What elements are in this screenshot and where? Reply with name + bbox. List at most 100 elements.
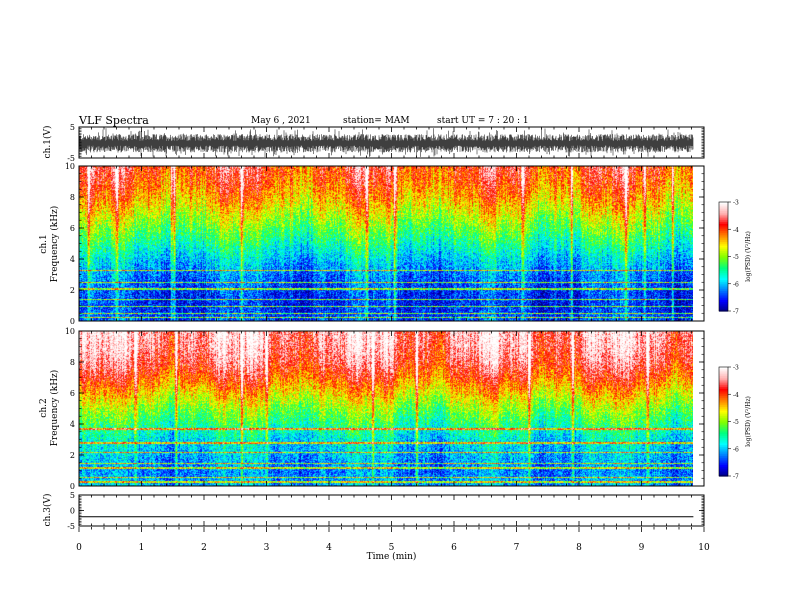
x-axis-label: Time (min) [367,551,417,562]
chart-title: VLF Spectra [79,114,149,127]
ch1-colorbar-swatch [719,251,728,254]
ch2-colorbar-tick-label: -3 [733,365,739,372]
ch1-colorbar-swatch [719,225,728,229]
x-tick-label: 1 [139,543,145,553]
ch2-colorbar-tick-label: -4 [733,392,739,399]
ch1-colorbar-swatch [719,209,728,212]
ch1-colorbar-tick-label: -7 [733,309,739,316]
ch1-colorbar-swatch [719,276,728,279]
ch2-colorbar-swatch [719,381,728,384]
ch1-colorbar-swatch [719,247,728,250]
ch1-spec-y-tick-label: 0 [70,317,75,326]
ch2-colorbar-swatch [719,474,728,477]
ch2-colorbar-swatch [719,385,728,388]
ch1-colorbar-swatch [719,283,728,287]
ch1-spec-y-tick-label: 4 [70,255,75,264]
ch2-colorbar-swatch [719,417,728,421]
ch1-colorbar-swatch [719,292,728,296]
ch1-wave-y-tick-label: -5 [67,154,75,163]
ch2-colorbar-swatch [719,367,728,370]
ch1-colorbar-swatch [719,234,728,238]
x-tick-label: 8 [576,543,582,553]
ch2-colorbar-swatch [719,432,728,435]
ch2-colorbar-swatch [719,370,728,374]
ch2-colorbar-swatch [719,437,728,441]
ch1-colorbar-swatch [719,260,728,263]
ch1-spec-y-tick-label: 6 [70,224,75,233]
ch1-colorbar-swatch [719,287,728,290]
ch2-colorbar-swatch [719,443,728,446]
ch1-colorbar-tick-label: -4 [733,227,739,234]
ch1-colorbar-swatch [719,281,728,285]
ch1-colorbar-swatch [719,267,728,270]
ch2-spec-y-tick-label: 2 [70,451,75,460]
x-tick-label: 0 [76,543,82,553]
ch1-colorbar-swatch [719,303,728,307]
ch2-colorbar-swatch [719,412,728,415]
ch1-colorbar-swatch [719,218,728,221]
ch1-colorbar-swatch [719,212,728,216]
ch2-colorbar-swatch [719,396,728,399]
x-tick-label: 9 [639,543,645,553]
ch1-colorbar-swatch [719,256,728,259]
ch2-colorbar-swatch [719,439,728,443]
ch2-colorbar-swatch [719,441,728,444]
ch1-colorbar-swatch [719,307,728,310]
ch2-colorbar-swatch [719,401,728,404]
ch3-wave-y-tick-label: 0 [70,507,75,516]
ch1-colorbar-swatch [719,269,728,272]
ch1-colorbar-swatch [719,227,728,230]
ch1-colorbar-swatch [719,301,728,305]
ch1-colorbar-swatch [719,243,728,247]
ch1-colorbar-swatch [719,221,728,225]
start-time-label: start UT = 7 : 20 : 1 [437,116,529,126]
ch1-colorbar-swatch [719,300,728,303]
ch2-colorbar-swatch [719,465,728,468]
ch1-colorbar-swatch [719,220,728,223]
ch1-waveform-trace [78,128,694,157]
ch2-colorbar-swatch [719,368,728,372]
ch2-colorbar-swatch [719,377,728,381]
ch2-colorbar-swatch [719,421,728,424]
ch2-spec-y-tick-label: 10 [65,327,75,336]
ch1-colorbar-swatch [719,272,728,276]
ch2-colorbar-swatch [719,445,728,448]
ch2-colorbar-swatch [719,430,728,433]
ch1-colorbar-swatch [719,298,728,301]
ch2-colorbar-swatch [719,386,728,390]
ch1-wave-y-tick-label: 5 [70,123,75,132]
ch1-colorbar-swatch [719,216,728,219]
ch1-wave-ylabel: ch.1(V) [42,126,53,159]
ch2-colorbar-swatch [719,425,728,428]
ch2-colorbar-swatch [719,463,728,466]
ch2-spec-y-tick-label: 0 [70,482,75,491]
ch1-colorbar-swatch [719,241,728,245]
ch2-colorbar-swatch [719,446,728,450]
ch2-colorbar-swatch [719,383,728,386]
ch2-colorbar-swatch [719,394,728,397]
ch2-colorbar-swatch [719,416,728,419]
ch2-colorbar-label: log(PSD) (V²/Hz) [745,396,752,447]
x-tick-label: 6 [451,543,457,553]
ch1-colorbar-swatch [719,229,728,232]
ch1-colorbar-swatch [719,238,728,241]
ch2-spectrogram-image [79,331,693,486]
ch1-colorbar-swatch [719,231,728,234]
ch3-wave-y-tick-label: 5 [70,491,75,500]
x-tick-label: 2 [201,543,207,553]
ch1-colorbar-tick-label: -5 [733,254,739,261]
ch3-wave-ylabel: ch.3(V) [42,494,53,527]
ch1-colorbar-swatch [719,265,728,268]
ch2-colorbar-swatch [719,436,728,439]
station-label: station= MAM [343,116,410,126]
ch2-colorbar-swatch [719,379,728,383]
ch2-colorbar-swatch [719,454,728,457]
ch2-colorbar-swatch [719,376,728,379]
ch2-colorbar-swatch [719,390,728,394]
ch2-colorbar-swatch [719,457,728,461]
ch1-colorbar-tick-label: -6 [733,281,739,288]
ch1-colorbar-label: log(PSD) (V²/Hz) [745,231,752,282]
ch2-colorbar-swatch [719,426,728,430]
ch1-colorbar-swatch [719,252,728,256]
ch1-spec-y-tick-label: 10 [65,162,75,171]
